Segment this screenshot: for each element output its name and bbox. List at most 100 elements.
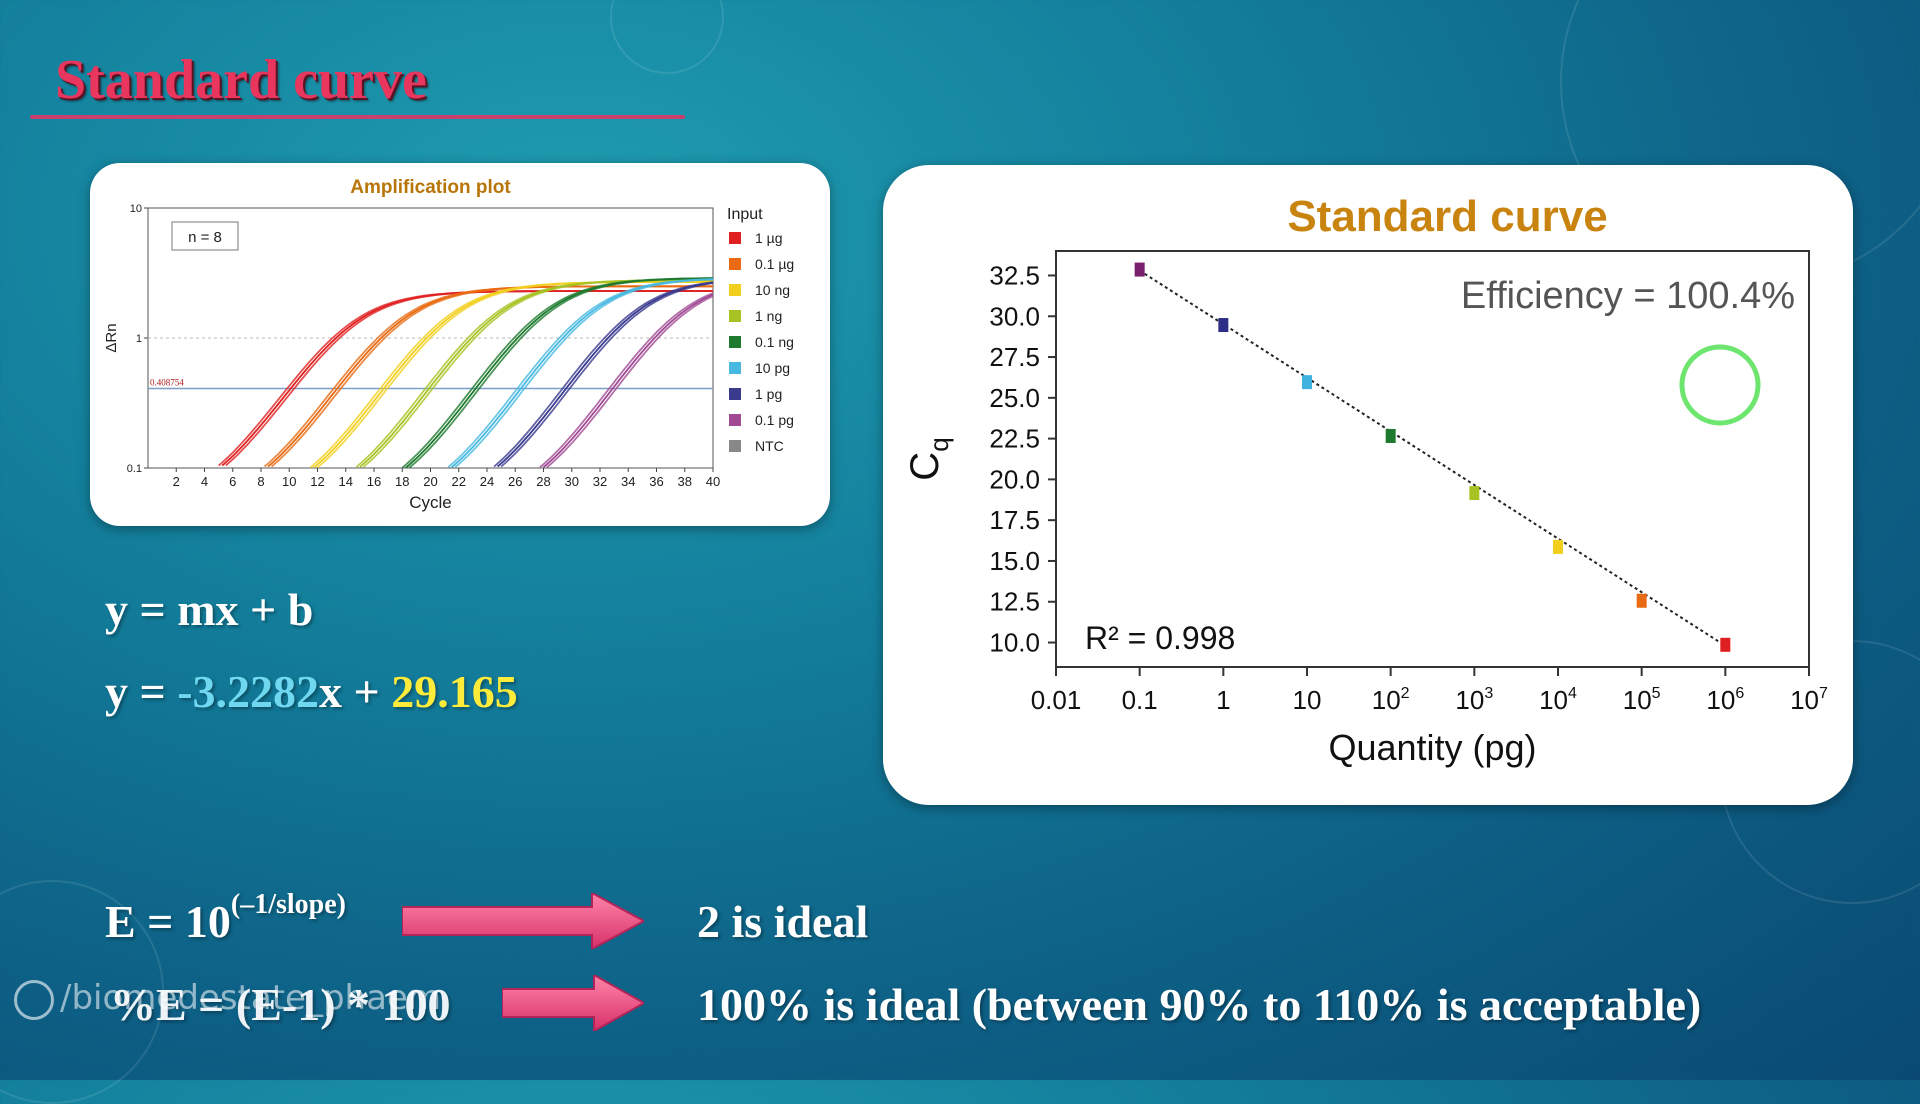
amplification-curve: [316, 281, 713, 469]
efficiency-formula: E = 10(–1/slope): [105, 889, 346, 948]
legend-swatch: [729, 310, 741, 322]
y-tick-label: 1: [136, 333, 142, 345]
x-tick-label: 102: [1372, 685, 1410, 715]
x-tick-label: 12: [310, 474, 324, 489]
legend-swatch: [729, 414, 741, 426]
x-tick-label: 22: [452, 474, 466, 489]
background-ring: [610, 0, 724, 74]
annotation-text: n = 8: [188, 229, 222, 246]
x-tick-label: 105: [1623, 685, 1661, 715]
percent-formula-text: %E = (E-1) * 100: [110, 979, 451, 1030]
x-tick-label: 20: [423, 474, 437, 489]
standard-curve-chart: Standard curve10.012.515.017.520.022.525…: [903, 192, 1828, 768]
x-tick-label: 8: [257, 474, 264, 489]
y-tick-label: 30.0: [989, 301, 1040, 331]
data-point: [1134, 262, 1145, 277]
fit-mid: x +: [319, 666, 392, 717]
y-tick-label: 10: [130, 203, 142, 215]
x-tick-label: 104: [1539, 685, 1577, 715]
x-tick-label: 10: [282, 474, 296, 489]
r-squared-label: R² = 0.998: [1085, 620, 1235, 656]
amplification-curve: [542, 293, 714, 468]
x-tick-label: 16: [367, 474, 381, 489]
percent-note-text: 100% is ideal (between 90% to 110% is ac…: [697, 979, 1702, 1030]
amplification-curve: [539, 292, 714, 468]
y-axis-label-subscript: q: [924, 437, 954, 451]
data-point: [1636, 593, 1647, 608]
x-tick-label: 6: [229, 474, 236, 489]
x-tick-exponent: 2: [1401, 685, 1410, 702]
watermark: /biomedestate_phaem: [14, 978, 441, 1020]
standard-curve-card: Standard curve 10.0 12.5 15.0 17.5 20.0 22.5 25…: [883, 165, 1853, 805]
y-tick-label: 15.0: [989, 546, 1040, 576]
data-point: [1720, 637, 1731, 652]
x-tick-label: 38: [678, 474, 692, 489]
amplification-curve: [493, 281, 714, 468]
x-tick-label: 34: [621, 474, 635, 489]
percent-efficiency-formula: %E = (E-1) * 100: [110, 978, 451, 1031]
legend-swatch: [729, 284, 741, 296]
legend-label: 10 ng: [755, 282, 790, 298]
amplification-plot-card: Amplification plot 0.1 1 10 2 4 6 8 10 12 14 16 18 20…: [90, 163, 830, 526]
data-point: [1302, 375, 1312, 390]
efficiency-note-text: 2 is ideal: [697, 896, 869, 947]
legend-label: 0.1 µg: [755, 256, 794, 272]
y-tick-label: 22.5: [989, 424, 1040, 454]
amplification-curve: [546, 295, 714, 468]
watermark-text: /biomedestate_phaem: [60, 978, 441, 1018]
fit-intercept: 29.165: [391, 666, 518, 717]
amplification-curve: [497, 281, 714, 468]
legend-label: 10 pg: [755, 360, 790, 376]
legend-swatch: [729, 362, 741, 374]
x-tick-label: 40: [706, 474, 720, 489]
y-axis-label: Cq: [903, 437, 954, 480]
annotation-box: [171, 221, 239, 251]
x-tick-label: 18: [395, 474, 409, 489]
x-tick-label: 4: [201, 474, 208, 489]
arrow-right-icon: [502, 975, 644, 1031]
y-tick-label: 32.5: [989, 260, 1040, 290]
threshold-label: 0.408754: [150, 378, 184, 388]
legend-label: 0.1 ng: [755, 334, 794, 350]
x-tick-exponent: 6: [1735, 685, 1744, 702]
x-tick-exponent: 7: [1819, 685, 1828, 702]
x-tick-label: 24: [480, 474, 494, 489]
chart-title: Amplification plot: [350, 177, 511, 198]
efficiency-formula-exponent: (–1/slope): [230, 888, 347, 920]
x-tick-exponent: 3: [1484, 685, 1493, 702]
legend-label: 1 pg: [755, 386, 782, 402]
x-tick-label: 32: [593, 474, 607, 489]
y-tick-label: 0.1: [127, 463, 142, 475]
highlight-circle-icon: [1679, 344, 1761, 426]
x-tick-label: 106: [1706, 685, 1744, 715]
x-axis-label: Quantity (pg): [1328, 727, 1536, 768]
x-tick-label: 10: [1293, 685, 1322, 715]
amplification-curve: [454, 278, 714, 468]
x-tick-label: 30: [565, 474, 579, 489]
x-tick-label: 0.01: [1031, 685, 1082, 715]
x-tick-label: 36: [649, 474, 663, 489]
fit-slope: -3.2282: [177, 666, 320, 717]
legend-swatch: [729, 232, 741, 244]
legend-swatch: [729, 440, 741, 452]
data-point: [1469, 486, 1480, 501]
x-tick-label: 28: [536, 474, 550, 489]
y-tick-label: 20.0: [989, 464, 1040, 494]
legend-title: Input: [727, 206, 763, 223]
y-tick-label: 27.5: [989, 342, 1040, 372]
legend-swatch: [729, 388, 741, 400]
y-tick-label: 10.0: [989, 628, 1040, 658]
linear-equation-text: y = mx + b: [105, 584, 314, 635]
efficiency-note: 2 is ideal: [697, 895, 868, 948]
x-tick-exponent: 4: [1568, 685, 1577, 702]
x-tick-label: 103: [1455, 685, 1493, 715]
percent-efficiency-note: 100% is ideal (between 90% to 110% is ac…: [697, 978, 1701, 1031]
x-tick-exponent: 5: [1652, 685, 1661, 702]
legend-label: 0.1 pg: [755, 412, 794, 428]
legend-label: 1 ng: [755, 308, 782, 324]
x-tick-label: 2: [173, 474, 180, 489]
x-tick-label: 107: [1790, 685, 1828, 715]
y-tick-label: 17.5: [989, 505, 1040, 535]
instagram-icon: [14, 979, 54, 1020]
